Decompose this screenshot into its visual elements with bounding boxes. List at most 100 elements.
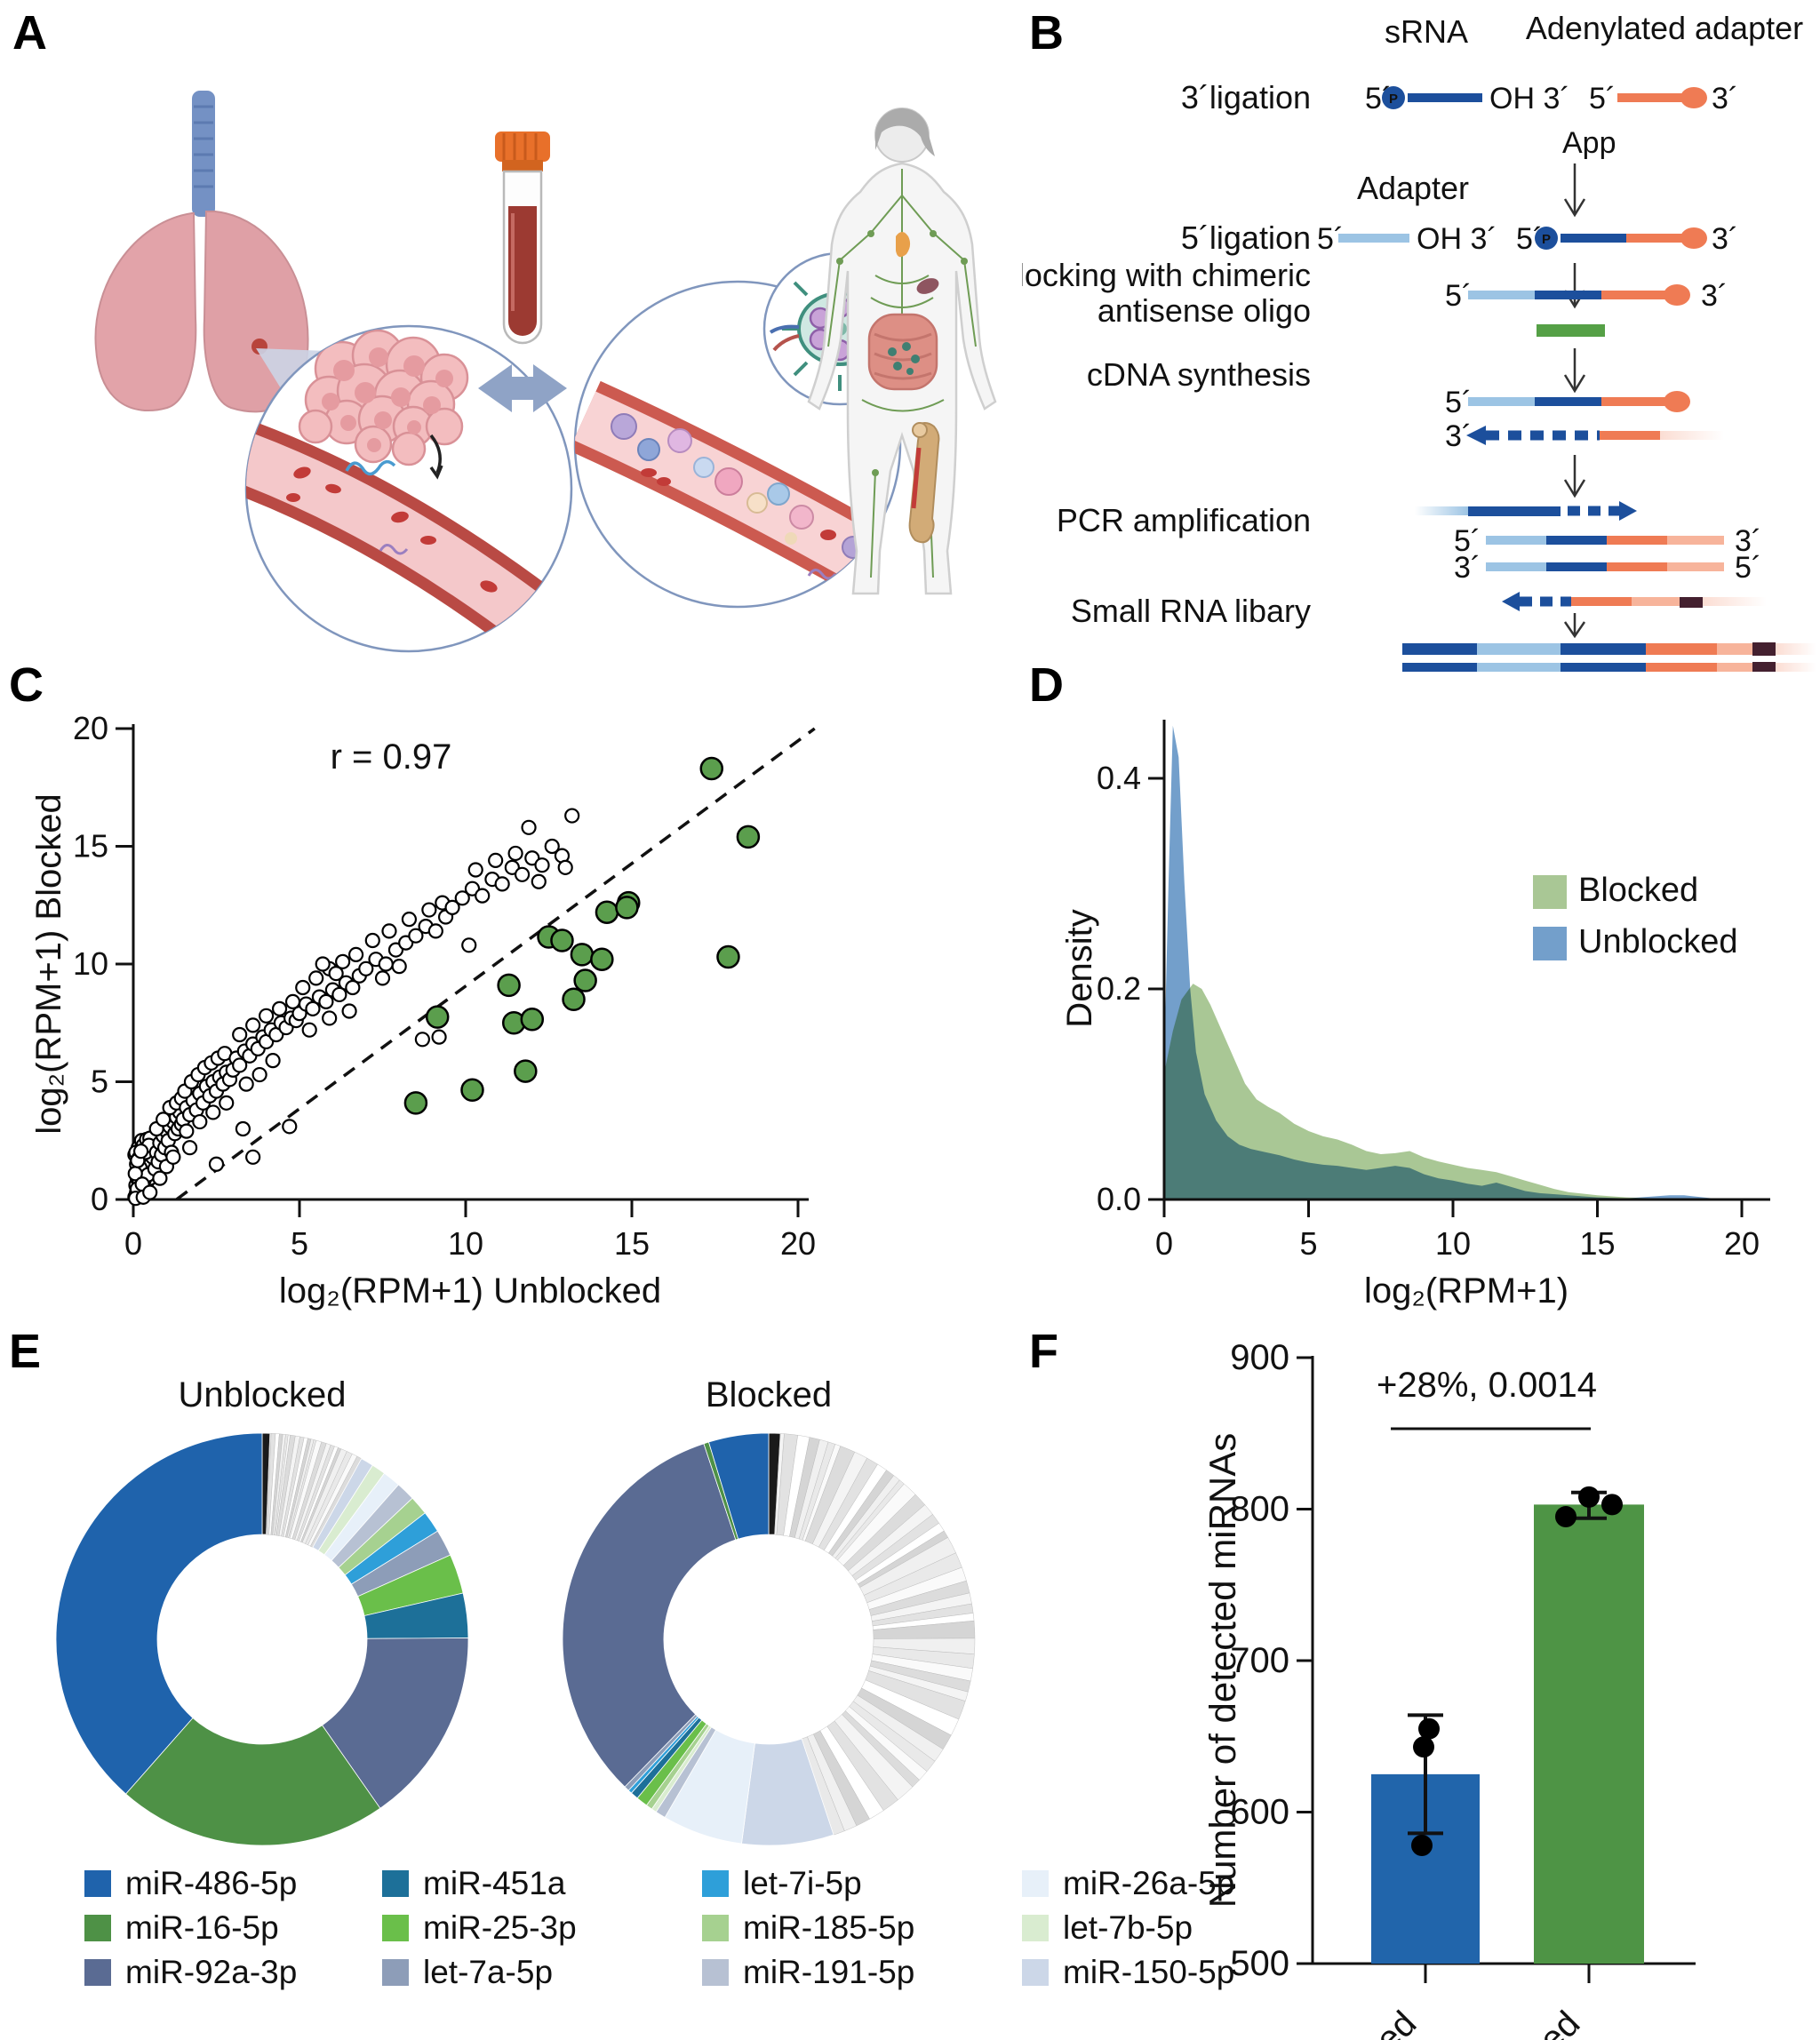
mir-26a-5p-swatch	[1022, 1870, 1049, 1897]
app-label: App	[1562, 126, 1616, 160]
donut-slice-mir-486-5p	[55, 1432, 263, 1795]
density-area-unblocked	[1164, 725, 1771, 1199]
antisense-oligo-bar	[1537, 324, 1605, 337]
scatter-point-open	[301, 1022, 317, 1038]
mir-191-5p-swatch	[702, 1959, 729, 1986]
scatter-point-open	[467, 862, 483, 878]
legend-swatch-unblocked	[1533, 927, 1567, 960]
scatter-point-open	[381, 923, 397, 939]
tumor-cells	[298, 329, 469, 466]
blocked-construct: 5´ 3´	[1445, 279, 1728, 337]
y-tick-label: 0.2	[1097, 970, 1141, 1007]
scatter-point-open	[331, 986, 347, 1003]
replicate-dot	[1601, 1494, 1623, 1516]
scatter-point-open	[308, 970, 324, 986]
donut-slice-mir-92a-3p	[321, 1638, 469, 1809]
scatter-point-blocked-mirna	[590, 947, 614, 971]
legend-item-mir-150-5p: miR-150-5p	[1022, 1950, 1234, 1995]
library-strand-1	[1402, 642, 1816, 656]
scatter-point-open	[305, 1000, 321, 1016]
scatter-point-open	[358, 960, 374, 976]
legend-item-mir-191-5p: miR-191-5p	[702, 1950, 914, 1995]
scatter-point-blocked-mirna	[403, 1091, 428, 1115]
scatter-point-open	[322, 1010, 338, 1026]
adenylated-adapter-strand: 5´ 3´	[1589, 82, 1738, 116]
scatter-point-open	[378, 956, 394, 972]
scatter-point-open	[208, 1156, 225, 1172]
y-tick-label: 15	[73, 828, 108, 865]
mirna-molecule-icon	[379, 544, 409, 555]
scatter-point-open	[259, 1008, 275, 1024]
legend-column-1: miR-486-5p miR-16-5p miR-92a-3p	[84, 1861, 297, 1995]
x-tick-label: 0	[1155, 1225, 1173, 1262]
scatter-point-open	[421, 902, 437, 918]
scatter-point-open	[341, 1003, 357, 1019]
donut-slice-mir-486-5p	[707, 1432, 770, 1540]
mir-92a-3p-swatch	[84, 1959, 111, 1986]
forward-primer	[1415, 501, 1637, 521]
density-x-axis-title: log₂(RPM+1)	[1364, 1271, 1569, 1311]
legend-item-mir-451a: miR-451a	[382, 1861, 577, 1906]
donut-slice-mir-92a-3p	[562, 1443, 737, 1788]
scatter-point-open	[245, 1017, 261, 1033]
mir-16-5p-swatch	[84, 1915, 111, 1941]
scatter-point-blocked-mirna	[736, 825, 761, 849]
scatter-point-blocked-mirna	[615, 896, 639, 920]
legend-item-mir-185-5p: miR-185-5p	[702, 1906, 914, 1950]
step-5ligation: 5´ligation	[1181, 219, 1311, 256]
panel-label-b: B	[1029, 6, 1064, 60]
let-7b-5p-swatch	[1022, 1915, 1049, 1941]
y-tick-label: 500	[1230, 1944, 1289, 1983]
p5-mark: 5´	[1589, 82, 1616, 116]
scatter-point-open	[165, 1149, 181, 1165]
x-tick-label: 15	[614, 1225, 650, 1262]
scatter-point-open	[142, 1184, 158, 1200]
scatter-point-open	[232, 1026, 248, 1043]
scatter-point-open	[295, 979, 311, 996]
mir-191-5p-label: miR-191-5p	[743, 1954, 915, 1990]
scatter-point-blocked-mirna	[595, 900, 619, 924]
scatter-point-blocked-mirna	[699, 756, 724, 781]
scatter-point-open	[557, 859, 573, 875]
scatter-point-open	[271, 1000, 288, 1016]
phosphate-mark: P	[1542, 232, 1551, 247]
identity-line	[175, 727, 816, 1201]
p5-mark: 5´	[1445, 386, 1472, 419]
scatter-point-blocked-mirna	[520, 1008, 545, 1032]
scatter-point-open	[238, 1076, 254, 1092]
scatter-point-open	[475, 888, 491, 904]
detected-mirnas-bar-chart: 500 600 700 800 900 Unblocked Blocked +28%, 0.0…	[1209, 1338, 1696, 2040]
scatter-point-open	[345, 979, 361, 996]
replicate-dot	[1411, 1835, 1433, 1857]
y-tick-label: 800	[1230, 1490, 1289, 1529]
replicate-dot	[1578, 1486, 1600, 1508]
panel-label-c: C	[9, 658, 44, 712]
mirna-composition-donuts	[55, 1432, 976, 1846]
step-3ligation: 3´ligation	[1181, 79, 1311, 116]
scatter-point-blocked-mirna	[570, 943, 595, 967]
spleen-icon	[916, 278, 939, 294]
scatter-point-blocked-mirna	[573, 968, 597, 992]
mir-150-5p-swatch	[1022, 1959, 1049, 1986]
mir-185-5p-label: miR-185-5p	[743, 1909, 915, 1946]
mir-25-3p-label: miR-25-3p	[423, 1909, 577, 1946]
adapter-strand: 5´ OH 3´	[1317, 222, 1497, 256]
pcr-duplex-bottom: 3´ 5´	[1454, 551, 1761, 585]
step-blocking-line2: antisense oligo	[1098, 292, 1311, 329]
scatter-point-open	[514, 866, 531, 882]
scatter-point-blocked-mirna	[716, 944, 740, 969]
x-tick-label: 20	[1724, 1225, 1760, 1262]
adapter-header: Adapter	[1357, 170, 1469, 206]
scatter-point-open	[521, 819, 537, 835]
let-7a-5p-swatch	[382, 1959, 409, 1986]
x-tick-label: 5	[1299, 1225, 1317, 1262]
scatter-point-open	[494, 876, 510, 892]
mir-451a-swatch	[382, 1870, 409, 1897]
femur-bone-icon	[908, 422, 940, 544]
scatter-x-axis-title: log₂(RPM+1) Unblocked	[279, 1271, 661, 1311]
scatter-point-blocked-mirna	[497, 973, 521, 998]
p3-mark: 3´	[1712, 222, 1738, 256]
human-body-illustration	[807, 108, 997, 595]
tumor-vessel-inset	[244, 324, 573, 653]
scatter-point-open	[181, 1140, 198, 1156]
